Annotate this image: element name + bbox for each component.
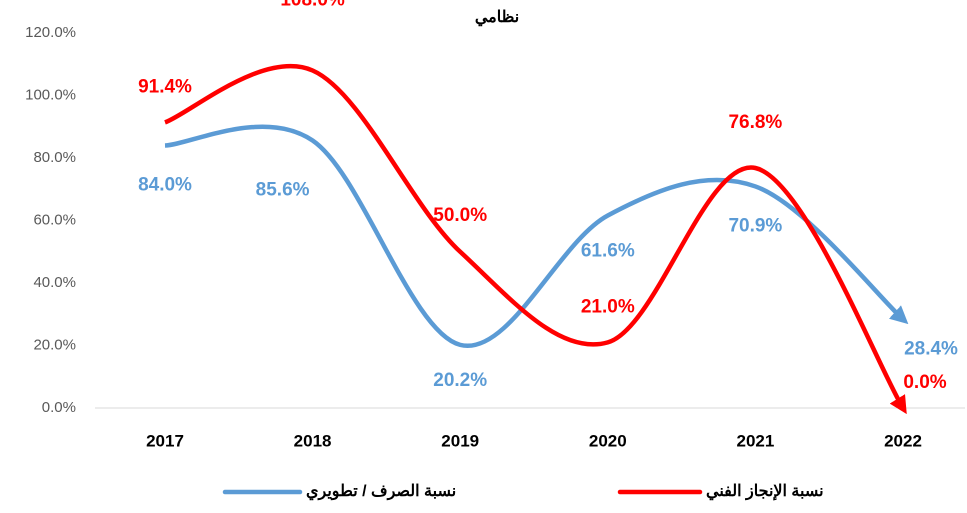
legend-label: نسبة الصرف / تطويري [306,483,456,501]
series-line [164,63,907,415]
data-label: 20.2% [433,370,487,391]
x-tick-label: 2019 [441,431,479,450]
legend-label: نسبة الإنجاز الفني [706,483,824,501]
data-label: 21.0% [581,296,635,317]
data-label: 85.6% [256,180,310,201]
data-label: 61.6% [581,241,635,262]
y-tick-label: 80.0% [33,149,76,166]
data-label: 50.0% [433,205,487,226]
series-line [164,124,909,349]
chart-title: نظامي [475,9,519,27]
x-tick-label: 2020 [589,431,627,450]
x-tick-label: 2022 [884,431,922,450]
data-label: 28.4% [904,338,958,359]
data-label: 70.9% [728,215,782,236]
y-tick-label: 100.0% [25,86,76,103]
data-label: 108.0% [280,0,345,11]
data-label: 76.8% [728,112,782,133]
data-label: 84.0% [138,175,192,196]
x-tick-label: 2018 [294,431,332,450]
y-tick-label: 60.0% [33,211,76,228]
x-tick-label: 2017 [146,431,184,450]
data-label: 0.0% [903,372,946,393]
y-tick-label: 120.0% [25,24,76,41]
y-tick-label: 20.0% [33,336,76,353]
y-tick-label: 0.0% [42,399,76,416]
data-label: 91.4% [138,76,192,97]
y-tick-label: 40.0% [33,274,76,291]
x-tick-label: 2021 [736,431,774,450]
